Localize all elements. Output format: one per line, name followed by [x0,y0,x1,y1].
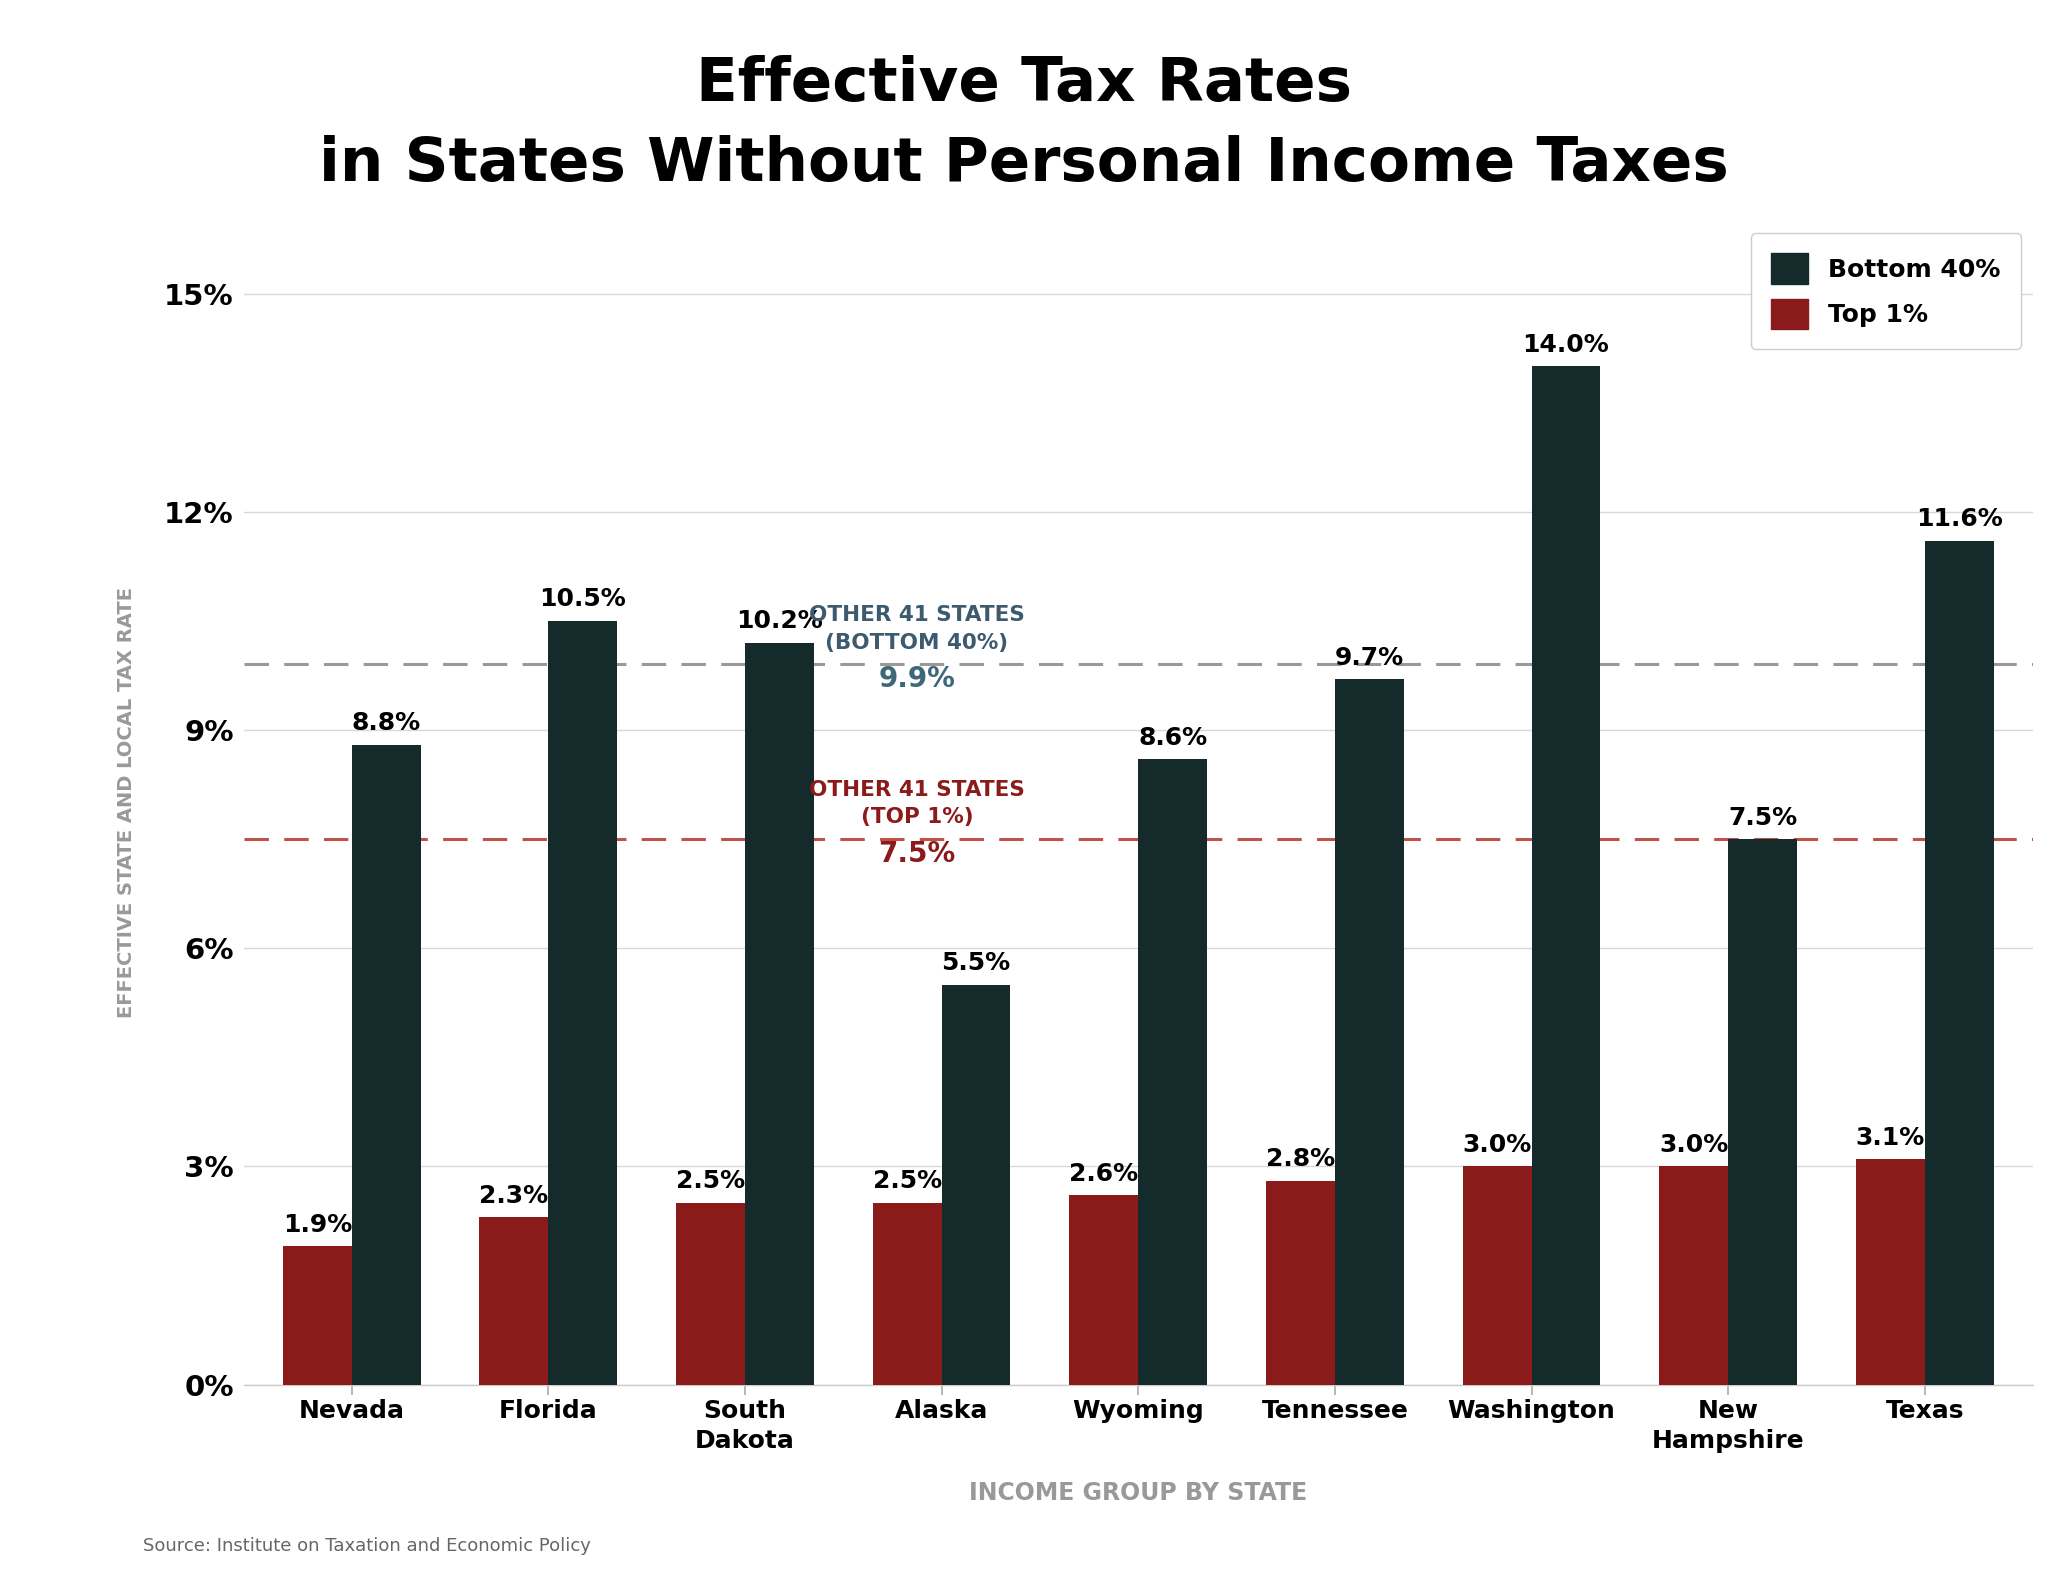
Text: (BOTTOM 40%): (BOTTOM 40%) [825,633,1008,652]
Bar [1462,1167,1532,1385]
Legend: Bottom 40%, Top 1%: Bottom 40%, Top 1% [1751,233,2021,350]
X-axis label: INCOME GROUP BY STATE: INCOME GROUP BY STATE [969,1480,1307,1505]
Text: 9.7%: 9.7% [1335,646,1403,670]
Text: 3.1%: 3.1% [1855,1126,1925,1149]
Text: 1.9%: 1.9% [283,1213,352,1236]
Bar [1925,541,1993,1385]
Text: OTHER 41 STATES: OTHER 41 STATES [809,779,1024,799]
Text: 2.6%: 2.6% [1069,1162,1139,1186]
Bar [676,1203,745,1385]
Bar [479,1217,549,1385]
Bar [1335,679,1403,1385]
Text: 3.0%: 3.0% [1659,1133,1729,1157]
Bar [352,744,420,1385]
Bar [1266,1181,1335,1385]
Text: 9.9%: 9.9% [879,665,956,693]
Bar [1855,1159,1925,1385]
Text: 2.5%: 2.5% [676,1170,745,1194]
Text: 5.5%: 5.5% [942,951,1010,975]
Text: 8.8%: 8.8% [352,711,420,735]
Y-axis label: EFFECTIVE STATE AND LOCAL TAX RATE: EFFECTIVE STATE AND LOCAL TAX RATE [117,587,137,1018]
Bar [745,643,813,1385]
Bar [1532,366,1599,1385]
Text: 3.0%: 3.0% [1462,1133,1532,1157]
Text: 14.0%: 14.0% [1522,332,1610,356]
Text: 10.2%: 10.2% [735,609,823,633]
Text: 10.5%: 10.5% [539,587,627,611]
Text: 2.8%: 2.8% [1266,1148,1335,1171]
Text: (TOP 1%): (TOP 1%) [860,807,973,828]
Text: 7.5%: 7.5% [1729,806,1798,829]
Bar [872,1203,942,1385]
Text: 7.5%: 7.5% [879,839,956,867]
Bar [1659,1167,1729,1385]
Bar [549,621,616,1385]
Bar [1729,839,1796,1385]
Bar [1139,760,1206,1385]
Text: OTHER 41 STATES: OTHER 41 STATES [809,605,1024,625]
Text: in States Without Personal Income Taxes: in States Without Personal Income Taxes [319,135,1729,193]
Text: 8.6%: 8.6% [1139,725,1206,750]
Text: 2.5%: 2.5% [872,1170,942,1194]
Bar [283,1246,352,1385]
Bar [942,985,1010,1385]
Text: Effective Tax Rates: Effective Tax Rates [696,55,1352,114]
Text: Source: Institute on Taxation and Economic Policy: Source: Institute on Taxation and Econom… [143,1537,592,1555]
Text: 11.6%: 11.6% [1915,508,2003,532]
Bar [1069,1195,1139,1385]
Text: 2.3%: 2.3% [479,1184,549,1208]
